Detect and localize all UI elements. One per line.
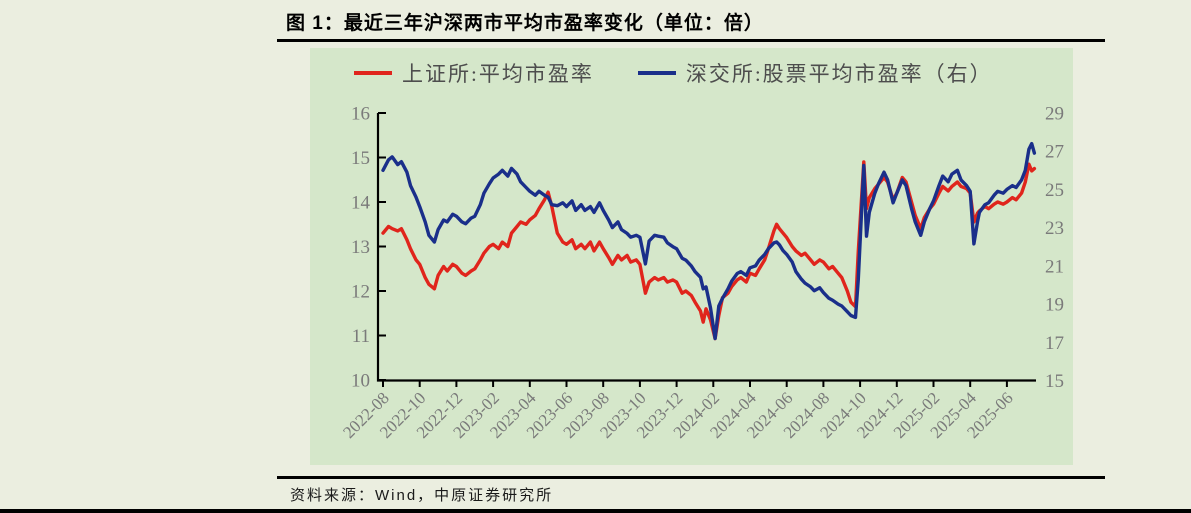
footer-separator-line xyxy=(277,476,1105,479)
page-bottom-border xyxy=(0,509,1191,513)
legend-label-sse: 上证所:平均市盈率 xyxy=(402,62,594,86)
legend-item-sse: 上证所:平均市盈率 xyxy=(354,58,594,88)
data-source-note: 资料来源：Wind，中原证券研究所 xyxy=(290,487,554,504)
szse-line-swatch xyxy=(637,71,676,75)
legend-label-szse: 深交所:股票平均市盈率（右） xyxy=(685,62,993,86)
sse-line-swatch xyxy=(354,71,392,75)
legend-item-szse: 深交所:股票平均市盈率（右） xyxy=(637,58,993,88)
chart-panel xyxy=(310,48,1073,465)
title-underline xyxy=(277,39,1105,42)
chart-legend: 上证所:平均市盈率 深交所:股票平均市盈率（右） xyxy=(354,58,993,88)
figure-title: 图 1：最近三年沪深两市平均市盈率变化（单位：倍） xyxy=(286,13,764,34)
